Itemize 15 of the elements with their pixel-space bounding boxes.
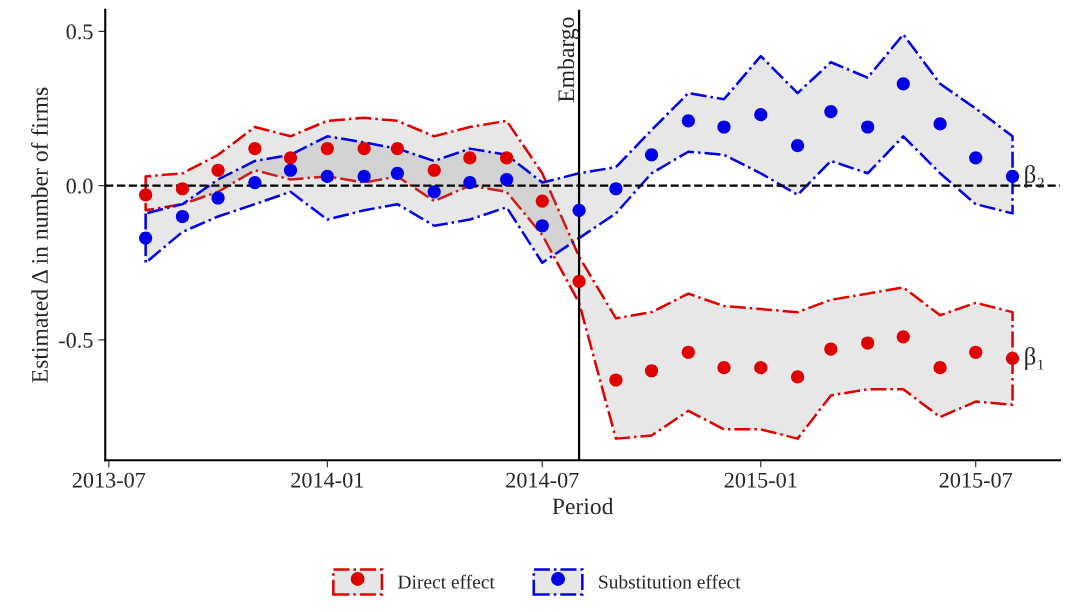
x-tick-label: 2014-01 [291,472,364,488]
annotation: β₂ [1025,164,1044,188]
legend-label: Direct effect [398,574,495,589]
legend-label: Substitution effect [599,574,741,589]
y-tick-label: 0.0 [66,178,93,194]
y-axis-title: Estimated Δ in number of firms [31,87,48,383]
y-tick-label: -0.5 [59,332,93,348]
x-axis-title: Period [552,497,614,515]
x-tick-label: 2014-07 [506,472,579,488]
x-tick-label: 2013-07 [72,472,146,488]
x-tick-label: 2015-01 [724,472,797,488]
annotation: β₁ [1025,346,1044,370]
y-tick-label: 0.5 [66,24,93,40]
ref-line-label: Embargo [557,17,580,102]
x-tick-label: 2015-07 [939,472,1013,488]
